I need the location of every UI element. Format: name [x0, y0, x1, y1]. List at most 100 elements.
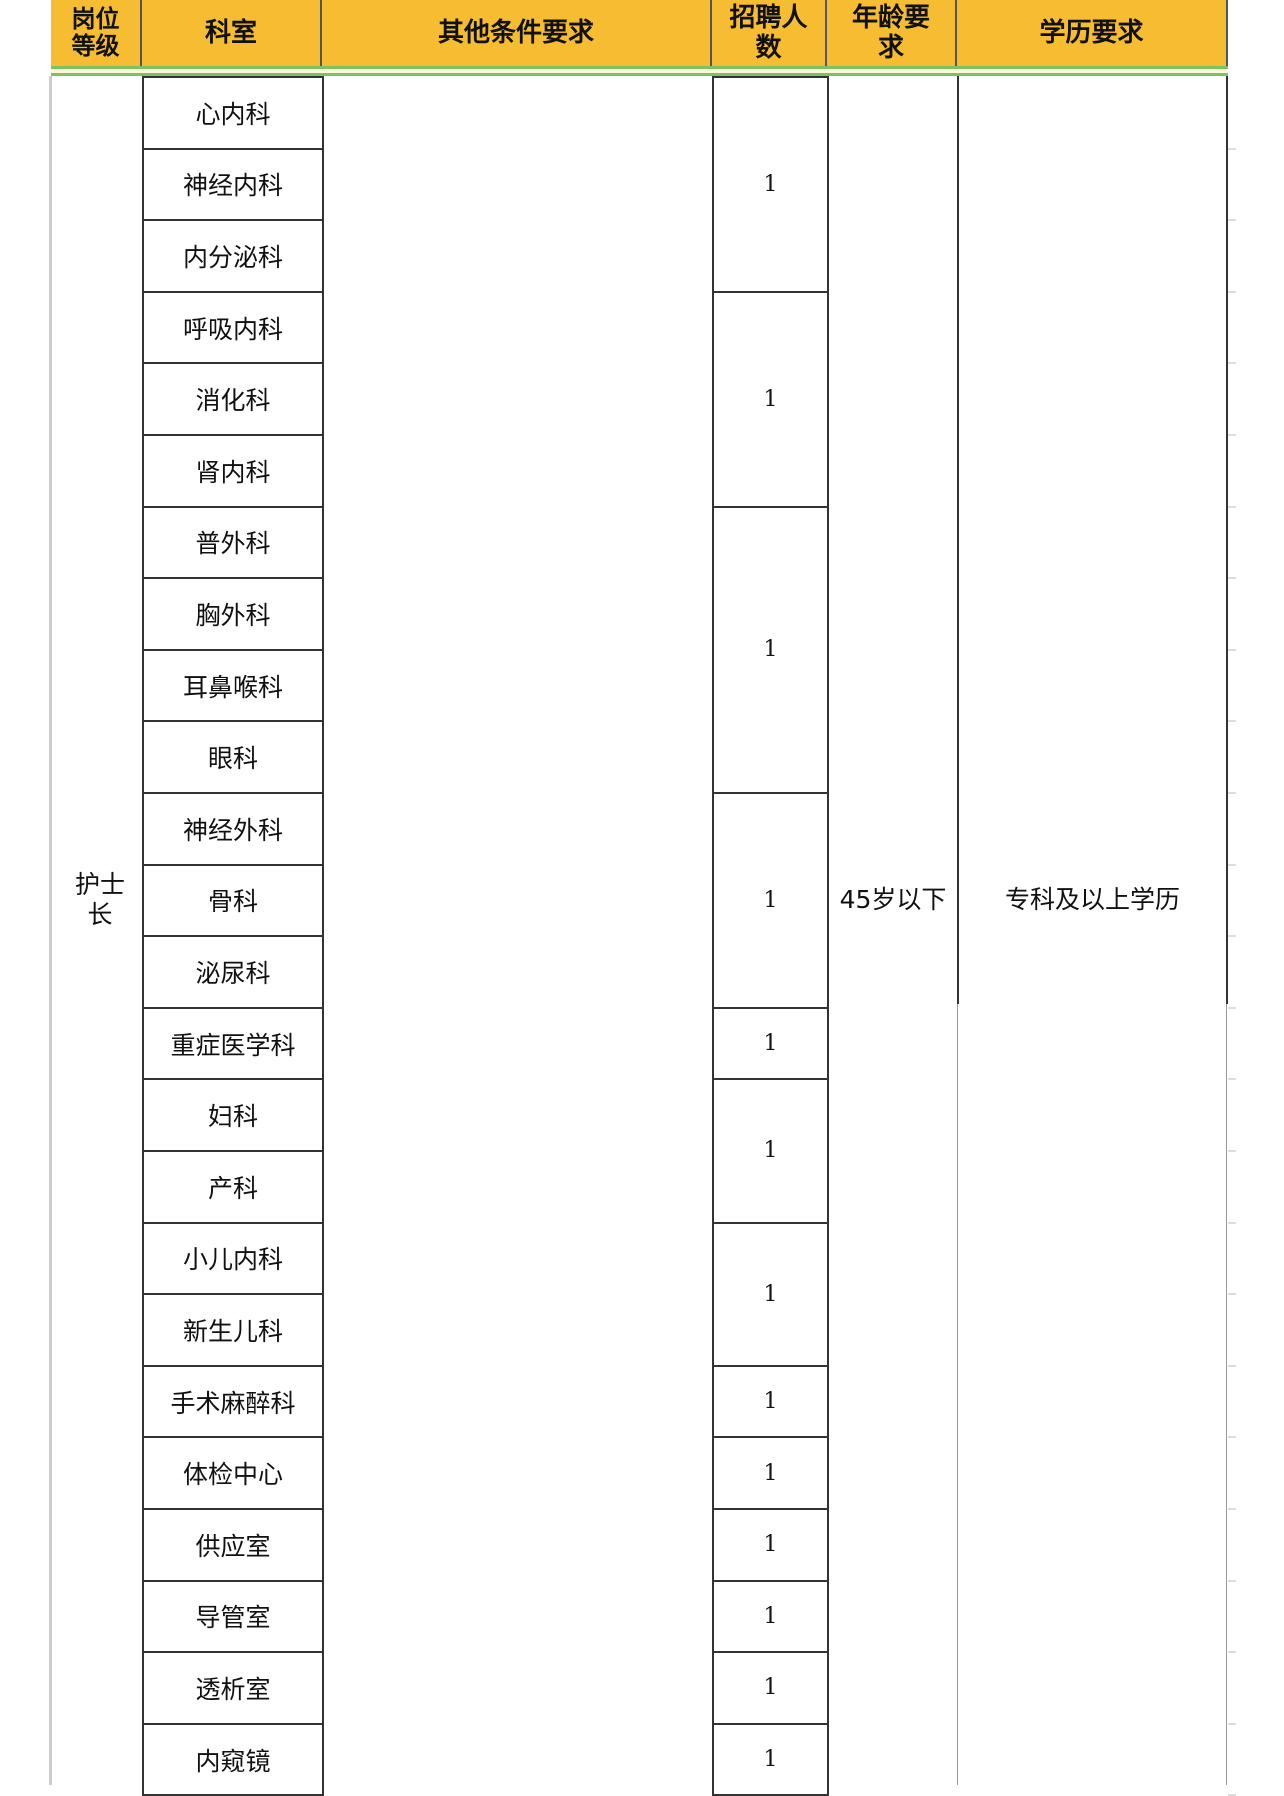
- position-text: 护士长: [74, 870, 125, 929]
- dept-name: 心内科: [195, 99, 271, 129]
- count-value: 1: [763, 386, 778, 412]
- dept-name: 导管室: [195, 1603, 271, 1633]
- dept-name: 神经外科: [182, 815, 283, 845]
- count-cell[interactable]: 1: [712, 1221, 829, 1367]
- gridline: [1228, 1579, 1236, 1582]
- dept-cell[interactable]: 肾内科: [142, 434, 324, 508]
- count-cell[interactable]: 1: [712, 1006, 829, 1081]
- age-cell[interactable]: 45岁以下: [829, 862, 957, 934]
- gridline: [1228, 1364, 1236, 1367]
- gridline: [1228, 1221, 1236, 1224]
- dept-name: 肾内科: [195, 457, 271, 487]
- header-age-label: 年龄要求: [851, 3, 930, 63]
- dept-cell[interactable]: 新生儿科: [142, 1293, 324, 1367]
- position-cell[interactable]: 护士长: [60, 860, 140, 940]
- dept-cell[interactable]: 透析室: [142, 1651, 324, 1725]
- gridline: [1228, 1436, 1236, 1439]
- dept-name: 手术麻醉科: [170, 1388, 296, 1418]
- count-value: 1: [763, 1031, 778, 1057]
- gridline: [1228, 935, 1236, 938]
- count-cell[interactable]: 1: [712, 290, 829, 508]
- right-col-border: [1226, 76, 1228, 1004]
- gridline: [1228, 577, 1236, 580]
- gridline: [1228, 1508, 1236, 1510]
- count-cell[interactable]: 1: [712, 76, 829, 293]
- header-level-label: 岗位等级: [71, 5, 120, 60]
- header-edu[interactable]: 学历要求: [957, 0, 1228, 66]
- age-text: 45岁以下: [839, 885, 947, 914]
- header-age[interactable]: 年龄要求: [827, 0, 957, 66]
- count-value: 1: [763, 1747, 778, 1773]
- count-cell[interactable]: 1: [712, 1579, 829, 1654]
- dept-name: 消化科: [195, 386, 271, 416]
- dept-cell[interactable]: 内分泌科: [142, 219, 324, 293]
- dept-name: 神经内科: [182, 171, 283, 201]
- dept-cell[interactable]: 泌尿科: [142, 935, 324, 1009]
- dept-cell[interactable]: 胸外科: [142, 577, 324, 651]
- count-cell[interactable]: 1: [712, 792, 829, 1009]
- count-value: 1: [763, 887, 778, 913]
- dept-name: 耳鼻喉科: [182, 672, 283, 702]
- header-edu-label: 学历要求: [1039, 18, 1144, 48]
- dept-cell[interactable]: 体检中心: [142, 1436, 324, 1510]
- header-dept-label: 科室: [204, 18, 257, 48]
- header-count[interactable]: 招聘人数: [712, 0, 827, 66]
- dept-cell[interactable]: 心内科: [142, 76, 324, 150]
- dept-cell[interactable]: 导管室: [142, 1579, 324, 1654]
- dept-cell[interactable]: 普外科: [142, 505, 324, 580]
- dept-cell[interactable]: 内窥镜: [142, 1722, 324, 1796]
- count-cell[interactable]: 1: [712, 505, 829, 794]
- gridline: [1228, 1150, 1236, 1152]
- dept-cell[interactable]: 手术麻醉科: [142, 1364, 324, 1439]
- edu-text: 专科及以上学历: [1004, 885, 1180, 914]
- dept-cell[interactable]: 小儿内科: [142, 1221, 324, 1296]
- gridline: [1228, 290, 1236, 293]
- gridline: [1228, 792, 1236, 794]
- gridline: [1228, 434, 1236, 436]
- dept-cell[interactable]: 骨科: [142, 863, 324, 938]
- edu-col-border: [957, 76, 959, 1004]
- dept-cell[interactable]: 重症医学科: [142, 1006, 324, 1081]
- count-value: 1: [763, 1281, 778, 1307]
- dept-name: 产科: [207, 1173, 258, 1203]
- gridline: [1228, 505, 1236, 508]
- count-cell[interactable]: 1: [712, 1078, 829, 1224]
- count-cell[interactable]: 1: [712, 1722, 829, 1796]
- dept-cell[interactable]: 产科: [142, 1150, 324, 1224]
- dept-cell[interactable]: 神经内科: [142, 147, 324, 222]
- dept-cell[interactable]: 供应室: [142, 1508, 324, 1582]
- gridline: [1228, 1293, 1236, 1296]
- edu-col-border-lower: [957, 1004, 958, 1785]
- dept-name: 呼吸内科: [182, 314, 283, 344]
- header-level[interactable]: 岗位等级: [51, 0, 142, 66]
- dept-cell[interactable]: 妇科: [142, 1078, 324, 1152]
- header-other[interactable]: 其他条件要求: [322, 0, 712, 66]
- gridline: [1228, 1651, 1236, 1654]
- edu-cell[interactable]: 专科及以上学历: [959, 862, 1226, 934]
- dept-name: 妇科: [207, 1102, 258, 1132]
- left-gridline: [49, 76, 52, 1785]
- count-cell[interactable]: 1: [712, 1364, 829, 1439]
- dept-name: 普外科: [195, 529, 271, 559]
- gridline: [1228, 362, 1236, 365]
- dept-name: 眼科: [207, 744, 258, 774]
- dept-name: 内分泌科: [182, 242, 283, 272]
- count-cell[interactable]: 1: [712, 1651, 829, 1725]
- dept-name: 新生儿科: [182, 1316, 283, 1346]
- dept-cell[interactable]: 神经外科: [142, 792, 324, 866]
- count-cell[interactable]: 1: [712, 1436, 829, 1510]
- dept-name: 胸外科: [195, 600, 271, 630]
- freeze-pane-line: [51, 66, 1228, 76]
- dept-cell[interactable]: 耳鼻喉科: [142, 648, 324, 723]
- dept-cell[interactable]: 消化科: [142, 362, 324, 436]
- dept-cell[interactable]: 眼科: [142, 720, 324, 794]
- count-cell[interactable]: 1: [712, 1508, 829, 1582]
- count-value: 1: [763, 1389, 778, 1415]
- header-count-label: 招聘人数: [729, 3, 808, 63]
- dept-cell[interactable]: 呼吸内科: [142, 290, 324, 365]
- right-col-border-lower: [1226, 1004, 1227, 1785]
- dept-name: 透析室: [195, 1674, 271, 1704]
- header-dept[interactable]: 科室: [142, 0, 322, 66]
- count-value: 1: [763, 1675, 778, 1701]
- gridline: [1228, 1078, 1236, 1081]
